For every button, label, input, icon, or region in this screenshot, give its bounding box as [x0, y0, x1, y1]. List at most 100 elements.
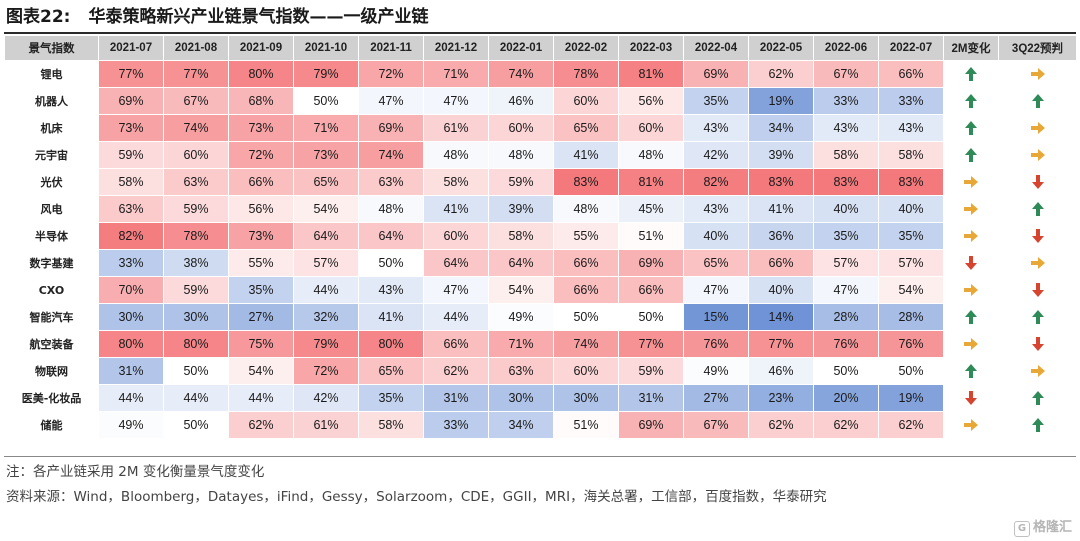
heat-cell: 41% [748, 195, 814, 223]
table-row: 光伏 58% 63% 66% 65% 63% 58% 59% 83% 81% 82% 83% 83% 83… [4, 168, 1077, 196]
heat-cell: 40% [683, 222, 749, 250]
heat-cell: 49% [488, 303, 554, 331]
figure-label: 图表22: [6, 7, 71, 27]
watermark-text: 格隆汇 [1032, 520, 1072, 535]
heat-cell: 19% [748, 87, 814, 115]
heat-cell: 61% [293, 411, 359, 439]
column-header: 2021-11 [358, 35, 424, 61]
heat-cell: 50% [358, 249, 424, 277]
heat-cell: 60% [488, 114, 554, 142]
heat-cell: 43% [358, 276, 424, 304]
heat-cell: 27% [683, 384, 749, 412]
heat-cell: 32% [293, 303, 359, 331]
forecast-3q22-arrow-cell [998, 114, 1077, 142]
arrow-right-icon [964, 203, 978, 215]
heat-cell: 50% [553, 303, 619, 331]
table-row: 风电 63% 59% 56% 54% 48% 41% 39% 48% 45% 43% 41% 40% 40… [4, 195, 1077, 223]
row-label: 航空装备 [4, 330, 99, 358]
heat-cell: 59% [163, 195, 229, 223]
heat-cell: 66% [553, 249, 619, 277]
heat-cell: 54% [488, 276, 554, 304]
heat-cell: 57% [293, 249, 359, 277]
heat-cell: 68% [228, 87, 294, 115]
column-header: 2022-04 [683, 35, 749, 61]
arrow-right-icon [964, 419, 978, 431]
heat-cell: 36% [748, 222, 814, 250]
heat-cell: 41% [553, 141, 619, 169]
heat-cell: 65% [358, 357, 424, 385]
heat-cell: 71% [488, 330, 554, 358]
heat-cell: 63% [163, 168, 229, 196]
heat-cell: 82% [683, 168, 749, 196]
heat-cell: 66% [553, 276, 619, 304]
arrow-down-icon [1031, 283, 1044, 297]
heat-cell: 59% [488, 168, 554, 196]
heat-cell: 73% [228, 114, 294, 142]
heat-cell: 44% [228, 384, 294, 412]
forecast-3q22-arrow-cell [998, 60, 1077, 88]
heat-cell: 35% [228, 276, 294, 304]
table-row: 机床 73% 74% 73% 71% 69% 61% 60% 65% 60% 43% 34% 43% 43… [4, 114, 1077, 142]
header-row: 景气指数 2021-07 2021-08 2021-09 2021-10 2021-11 2… [4, 35, 1077, 61]
row-label: 元宇宙 [4, 141, 99, 169]
heat-cell: 48% [423, 141, 489, 169]
heat-cell: 33% [813, 87, 879, 115]
heat-cell: 59% [618, 357, 684, 385]
heat-cell: 50% [878, 357, 944, 385]
column-header: 2022-05 [748, 35, 814, 61]
heat-cell: 83% [813, 168, 879, 196]
heat-cell: 42% [293, 384, 359, 412]
heat-cell: 39% [748, 141, 814, 169]
heat-cell: 40% [748, 276, 814, 304]
heat-cell: 31% [423, 384, 489, 412]
table-row: CXO 70% 59% 35% 44% 43% 47% 54% 66% 66% 47% 40% 47% 5… [4, 276, 1077, 304]
heat-cell: 33% [98, 249, 164, 277]
change-2m-arrow-cell [943, 195, 999, 223]
column-header: 2021-08 [163, 35, 229, 61]
arrow-right-icon [1030, 257, 1045, 269]
heat-cell: 58% [423, 168, 489, 196]
change-2m-arrow-cell [943, 303, 999, 331]
heat-cell: 43% [683, 195, 749, 223]
heat-cell: 57% [878, 249, 944, 277]
heat-cell: 59% [163, 276, 229, 304]
column-header: 2022-02 [553, 35, 619, 61]
extra-column-header: 2M变化 [943, 35, 999, 61]
heat-cell: 57% [813, 249, 879, 277]
heat-cell: 69% [358, 114, 424, 142]
heat-cell: 74% [163, 114, 229, 142]
heat-cell: 62% [228, 411, 294, 439]
heat-cell: 50% [163, 411, 229, 439]
heat-cell: 48% [618, 141, 684, 169]
heat-cell: 54% [878, 276, 944, 304]
heat-cell: 60% [163, 141, 229, 169]
heat-cell: 35% [813, 222, 879, 250]
arrow-up-icon [1031, 310, 1044, 324]
heat-cell: 43% [878, 114, 944, 142]
heat-cell: 30% [98, 303, 164, 331]
heat-cell: 63% [488, 357, 554, 385]
heat-cell: 30% [488, 384, 554, 412]
heat-cell: 70% [98, 276, 164, 304]
change-2m-arrow-cell [943, 60, 999, 88]
heat-cell: 78% [163, 222, 229, 250]
figure-title: 图表22: 华泰策略新兴产业链景气指数——一级产业链 [6, 4, 428, 30]
row-label: 储能 [4, 411, 99, 439]
heat-cell: 62% [423, 357, 489, 385]
heat-cell: 43% [683, 114, 749, 142]
heat-cell: 73% [228, 222, 294, 250]
heat-cell: 74% [358, 141, 424, 169]
heat-cell: 67% [813, 60, 879, 88]
heat-cell: 59% [98, 141, 164, 169]
heat-cell: 64% [358, 222, 424, 250]
heat-cell: 66% [423, 330, 489, 358]
arrow-up-icon [1031, 418, 1044, 432]
row-label: 物联网 [4, 357, 99, 385]
forecast-3q22-arrow-cell [998, 168, 1077, 196]
title-rule [4, 32, 1076, 34]
forecast-3q22-arrow-cell [998, 303, 1077, 331]
heat-cell: 76% [878, 330, 944, 358]
heat-cell: 66% [618, 276, 684, 304]
heat-cell: 31% [618, 384, 684, 412]
heat-cell: 62% [748, 60, 814, 88]
